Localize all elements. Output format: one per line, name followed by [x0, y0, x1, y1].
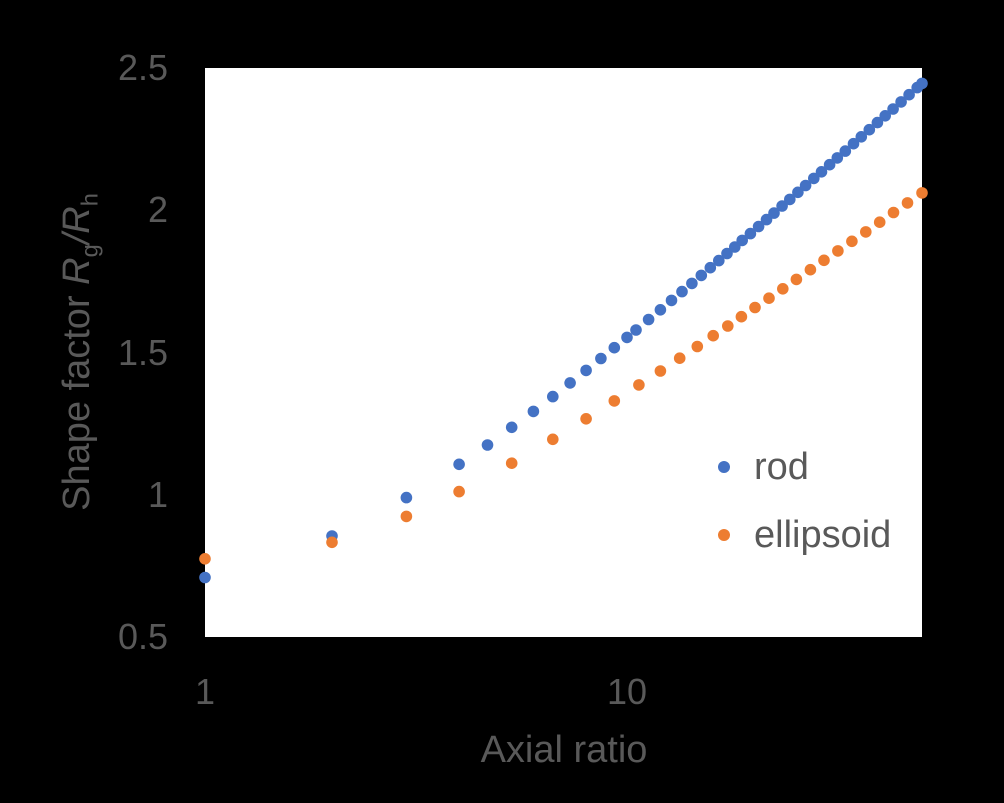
legend: rod ellipsoid [718, 446, 892, 556]
data-point-ellipsoid [887, 206, 900, 219]
y-axis-title-r1: R [56, 257, 98, 285]
y-tick-label: 1.5 [117, 331, 168, 373]
y-axis-title-r2: R [56, 206, 98, 234]
y-tick-label: 1 [147, 473, 168, 515]
data-point-rod [527, 405, 540, 418]
data-point-rod [505, 421, 518, 434]
data-point-ellipsoid [860, 226, 872, 238]
data-point-rod [903, 88, 915, 101]
data-point-rod [686, 277, 698, 290]
data-point-rod [799, 179, 812, 192]
y-axis-title-slash: / [56, 233, 98, 245]
data-point-ellipsoid [818, 254, 830, 267]
data-point-ellipsoid [790, 273, 803, 286]
data-point-ellipsoid [580, 413, 592, 425]
legend-label-rod: rod [754, 446, 809, 488]
data-point-rod [768, 207, 780, 219]
data-point-rod [879, 110, 891, 122]
data-point-rod [608, 341, 621, 354]
data-point-rod [713, 254, 725, 267]
plot-area [205, 68, 922, 637]
data-point-rod [839, 145, 852, 157]
data-point-rod [564, 377, 576, 389]
data-point-rod [871, 116, 884, 129]
data-point-rod [481, 439, 494, 451]
data-point-ellipsoid [453, 485, 465, 498]
data-point-rod [695, 269, 708, 282]
data-point-ellipsoid [749, 301, 761, 314]
data-point-ellipsoid [832, 245, 844, 257]
data-point-ellipsoid [400, 510, 413, 523]
data-point-ellipsoid [547, 433, 559, 446]
data-point-ellipsoid [846, 235, 858, 248]
data-point-ellipsoid [633, 379, 645, 391]
y-tick-label: 2.5 [117, 47, 168, 88]
data-point-rod [654, 304, 667, 316]
data-point-rod [776, 200, 788, 212]
data-point-rod [916, 77, 928, 90]
data-point-ellipsoid [707, 329, 719, 342]
data-point-rod [831, 152, 844, 164]
data-point-ellipsoid [691, 340, 704, 353]
y-tick-label: 0.5 [117, 616, 168, 657]
data-point-rod [199, 571, 211, 584]
data-point-ellipsoid [326, 536, 338, 549]
legend-marker-ellipsoid-icon [718, 529, 730, 541]
data-point-rod [676, 285, 688, 298]
data-point-rod [760, 213, 773, 226]
data-point-rod [847, 137, 860, 150]
y-axis-title-sub-g: g [76, 244, 103, 258]
data-point-rod [895, 96, 907, 108]
data-point-rod [823, 158, 836, 171]
data-point-rod [595, 352, 607, 365]
data-point-rod [453, 458, 465, 471]
data-point-rod [744, 227, 757, 240]
legend-item-ellipsoid: ellipsoid [718, 514, 892, 556]
data-point-rod [721, 247, 733, 260]
legend-item-rod: rod [718, 446, 891, 488]
data-point-ellipsoid [916, 187, 928, 199]
data-point-ellipsoid [735, 310, 748, 323]
data-point-ellipsoid [873, 216, 886, 228]
data-point-ellipsoid [608, 395, 621, 407]
x-axis-title: Axial ratio [480, 729, 648, 771]
data-point-rod [729, 241, 741, 253]
x-tick-label: 10 [606, 671, 648, 712]
data-point-ellipsoid [763, 292, 775, 305]
data-point-ellipsoid [804, 263, 817, 276]
data-point-ellipsoid [722, 320, 734, 332]
legend-marker-rod-icon [718, 461, 730, 473]
data-point-rod [400, 491, 413, 504]
data-point-rod [855, 131, 868, 143]
data-point-rod [752, 220, 765, 233]
data-point-ellipsoid [505, 457, 518, 470]
data-point-rod [665, 294, 678, 307]
y-axis-title-sub-h: h [76, 193, 103, 207]
data-point-rod [815, 166, 828, 178]
data-point-rod [792, 186, 804, 199]
data-point-rod [547, 390, 559, 403]
data-point-rod [630, 324, 642, 336]
y-tick-label: 2 [147, 189, 168, 231]
data-point-ellipsoid [673, 352, 686, 365]
data-point-ellipsoid [199, 553, 211, 565]
data-point-rod [580, 364, 592, 377]
data-point-rod [808, 172, 820, 185]
data-point-rod [887, 103, 899, 115]
data-point-rod [736, 234, 748, 247]
data-point-rod [621, 331, 633, 344]
data-point-ellipsoid [654, 365, 667, 377]
data-point-ellipsoid [901, 197, 914, 209]
data-point-rod [642, 313, 655, 326]
legend-label-ellipsoid: ellipsoid [754, 514, 892, 556]
data-point-ellipsoid [777, 283, 789, 295]
data-point-rod [704, 261, 717, 274]
data-point-rod [784, 193, 796, 206]
x-tick-label: 1 [194, 671, 216, 712]
y-axis-title: Shape factor Rg/Rh [51, 52, 103, 652]
data-point-rod [863, 123, 876, 136]
y-axis-title-prefix: Shape factor [56, 284, 98, 511]
